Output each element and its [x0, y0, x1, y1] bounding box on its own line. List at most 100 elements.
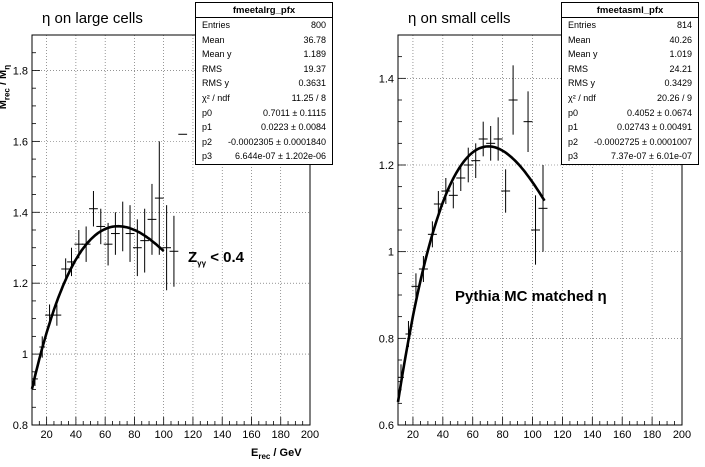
stats-row: p2 -0.0002725 ± 0.0001007: [562, 135, 698, 150]
stats-value: 40.26: [669, 34, 692, 45]
stats-value: 11.25 / 8: [291, 92, 326, 103]
stats-key: p2: [568, 136, 579, 147]
data-point: [154, 141, 164, 255]
stats-value: 0.02743 ± 0.00491: [616, 122, 692, 133]
stats-row: χ² / ndf 11.25 / 8: [196, 91, 332, 106]
y-tick-label: 0.8: [13, 420, 28, 432]
y-tick-label: 1.6: [13, 136, 28, 148]
y-axis-label: Mrec / Mη: [0, 64, 12, 109]
panel-title-small: η on small cells: [408, 10, 511, 27]
stats-value: 24.21: [669, 63, 692, 74]
stats-box-small: fmeetasml_pfx Entries 814 Mean 40.26 Mean y 1…: [561, 2, 699, 165]
stats-value: 0.4052 ± 0.0674: [627, 107, 692, 118]
stats-key: p0: [202, 107, 213, 118]
stats-row: RMS y 0.3631: [196, 76, 332, 91]
panel-title-large: η on large cells: [42, 10, 143, 27]
data-point: [456, 165, 466, 191]
x-tick-label: 160: [242, 429, 260, 441]
stats-row: Mean y 1.189: [196, 47, 332, 62]
data-point: [448, 182, 458, 209]
stats-value: -0.0002305 ± 0.0001840: [227, 136, 326, 147]
stats-row: p3 7.37e-07 ± 6.01e-07: [562, 149, 698, 164]
y-tick-label: 1.4: [13, 207, 28, 219]
data-point: [162, 205, 171, 291]
data-point: [96, 208, 106, 245]
stats-row: p3 6.644e-07 ± 1.202e-06: [196, 149, 332, 164]
stats-value: 19.37: [303, 63, 326, 74]
stats-row: Entries 800: [196, 18, 332, 33]
stats-value: 0.7011 ± 0.1115: [263, 107, 326, 118]
stats-key: χ² / ndf: [202, 92, 230, 103]
fit-curve: [396, 145, 546, 403]
x-tick-label: 60: [467, 429, 479, 441]
data-point: [441, 178, 451, 204]
stats-value: -0.0002725 ± 0.0001007: [593, 136, 692, 147]
stats-value: 814: [676, 20, 692, 30]
data-point: [140, 208, 150, 273]
x-tick-label: 120: [553, 429, 571, 441]
y-tick-label: 0.6: [379, 420, 394, 432]
data-point: [493, 117, 503, 161]
stats-value: 0.3631: [298, 78, 326, 89]
data-point: [169, 215, 179, 287]
mc-annotation: Pythia MC matched η: [455, 288, 607, 305]
data-point: [111, 212, 120, 255]
stats-value: 1.189: [303, 49, 326, 60]
stats-row: p0 0.7011 ± 0.1115: [196, 106, 332, 121]
x-tick-label: 140: [213, 429, 231, 441]
data-point: [61, 258, 71, 280]
stats-box-name: fmeetasml_pfx: [562, 3, 698, 18]
data-point: [132, 219, 142, 277]
stats-key: p0: [568, 107, 579, 118]
stats-box-name: fmeetalrg_pfx: [196, 3, 332, 18]
stats-value: 7.37e-07 ± 6.01e-07: [611, 151, 692, 162]
stats-key: Mean: [568, 34, 591, 45]
y-tick-label: 1.2: [13, 278, 28, 290]
data-point: [508, 65, 518, 135]
stats-key: Mean y: [202, 49, 232, 60]
stats-key: p3: [202, 151, 213, 162]
x-tick-label: 200: [301, 429, 319, 441]
stats-rows: Entries 814 Mean 40.26 Mean y 1.019 RMS 24.21 RM…: [562, 18, 698, 164]
data-point: [147, 183, 157, 255]
x-tick-label: 20: [41, 429, 53, 441]
data-point: [89, 191, 98, 227]
stats-row: RMS 19.37: [196, 62, 332, 77]
x-tick-label: 140: [583, 429, 601, 441]
stats-value: 0.3429: [664, 78, 692, 89]
stats-key: Entries: [568, 20, 597, 30]
stats-row: χ² / ndf 20.26 / 9: [562, 91, 698, 106]
data-point: [523, 91, 533, 152]
x-tick-label: 200: [673, 429, 691, 441]
data-point: [486, 126, 496, 161]
stats-row: Mean 40.26: [562, 33, 698, 48]
stats-key: Mean: [202, 34, 225, 45]
stats-key: p1: [568, 122, 579, 133]
x-tick-label: 80: [128, 429, 140, 441]
stats-key: χ² / ndf: [568, 92, 596, 103]
stats-key: p1: [202, 122, 213, 133]
stats-row: p1 0.02743 ± 0.00491: [562, 120, 698, 135]
stats-value: 36.78: [303, 34, 326, 45]
y-tick-label: 1: [388, 247, 394, 259]
stats-key: RMS y: [568, 78, 595, 89]
y-tick-label: 1.4: [379, 73, 394, 85]
stats-value: 800: [310, 20, 326, 30]
fit-curve: [30, 224, 165, 390]
x-axis-label: Erec / GeV: [251, 447, 302, 462]
stats-row: Entries 814: [562, 18, 698, 33]
stats-row: Mean 36.78: [196, 33, 332, 48]
stats-key: Mean y: [568, 49, 598, 60]
x-tick-label: 180: [272, 429, 290, 441]
stats-key: p2: [202, 136, 213, 147]
y-tick-label: 1.8: [13, 65, 28, 77]
x-tick-label: 100: [155, 429, 173, 441]
stats-value: 20.26 / 9: [656, 92, 692, 103]
stats-value: 0.0223 ± 0.0084: [261, 122, 326, 133]
data-point: [531, 195, 540, 265]
stats-row: RMS y 0.3429: [562, 76, 698, 91]
stats-row: p0 0.4052 ± 0.0674: [562, 106, 698, 121]
stats-box-large: fmeetalrg_pfx Entries 800 Mean 36.78 Mean y 1…: [195, 2, 333, 165]
x-tick-label: 40: [70, 429, 82, 441]
